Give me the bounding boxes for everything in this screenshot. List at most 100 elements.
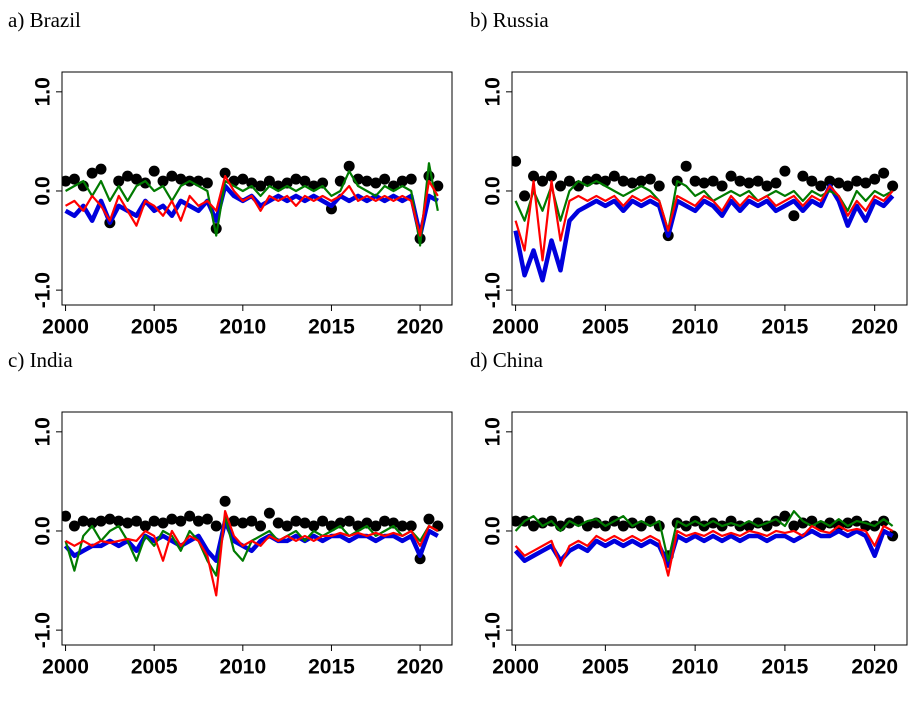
data-point [201, 513, 213, 525]
data-point [851, 175, 863, 187]
data-point [370, 177, 382, 189]
x-tick-label: 2010 [672, 656, 719, 679]
data-point [842, 180, 854, 192]
data-point [432, 180, 444, 192]
data-point [423, 513, 435, 525]
data-point [113, 175, 125, 187]
data-point [317, 177, 329, 189]
data-point [752, 175, 764, 187]
data-point [166, 170, 178, 182]
data-point [698, 177, 710, 189]
data-point [308, 520, 320, 532]
data-point [512, 155, 522, 167]
series-line [65, 162, 439, 247]
x-tick-label: 2020 [851, 316, 898, 339]
y-tick-label: -1.0 [32, 272, 55, 308]
y-tick-label: 1.0 [482, 77, 505, 106]
x-tick-label: 2015 [308, 316, 355, 339]
data-point [95, 515, 107, 527]
data-point [626, 517, 638, 529]
data-point [860, 177, 872, 189]
data-point [779, 510, 791, 522]
data-point [878, 515, 890, 527]
y-tick-label: 1.0 [32, 417, 55, 446]
data-point [130, 173, 142, 185]
data-point [512, 515, 522, 527]
data-point [743, 177, 755, 189]
x-tick-label: 2005 [582, 316, 629, 339]
data-point [824, 175, 836, 187]
data-point [157, 517, 169, 529]
data-point [546, 170, 557, 182]
y-tick-label: -1.0 [32, 612, 55, 648]
data-point [299, 175, 311, 187]
data-point [405, 173, 417, 185]
data-point [148, 165, 160, 177]
data-point [379, 173, 391, 185]
data-point [246, 177, 258, 189]
data-point [779, 165, 791, 177]
data-point [219, 167, 231, 179]
data-point [788, 520, 800, 532]
data-point [608, 170, 620, 182]
x-tick-label: 2020 [397, 316, 444, 339]
x-tick-label: 2005 [131, 316, 178, 339]
data-point [334, 517, 346, 529]
data-point [122, 517, 134, 529]
data-point [166, 513, 178, 525]
data-point [537, 517, 549, 529]
data-point [361, 517, 373, 529]
x-tick-label: 2010 [219, 316, 266, 339]
x-tick-label: 2000 [492, 316, 539, 339]
data-point [237, 173, 249, 185]
data-point [68, 173, 80, 185]
data-point [299, 517, 311, 529]
data-point [246, 515, 258, 527]
y-tick-label: 0.0 [482, 176, 505, 205]
data-point [528, 170, 540, 182]
x-tick-label: 2010 [219, 656, 266, 679]
x-tick-label: 2000 [42, 656, 89, 679]
data-point [255, 520, 267, 532]
x-tick-label: 2000 [492, 656, 539, 679]
data-point [228, 515, 240, 527]
series-line [65, 175, 439, 237]
data-point [175, 173, 187, 185]
plot-frame [61, 71, 453, 306]
data-point [842, 517, 854, 529]
y-tick-label: 0.0 [32, 516, 55, 545]
data-point [184, 510, 196, 522]
plot-area [62, 495, 444, 597]
data-point [86, 517, 98, 529]
data-point [626, 177, 638, 189]
data-point [130, 515, 142, 527]
series-line [65, 510, 439, 597]
series-line [513, 528, 894, 568]
data-point [725, 170, 737, 182]
data-point [255, 180, 267, 192]
data-point [281, 177, 293, 189]
data-point [77, 515, 89, 527]
data-point [379, 515, 391, 527]
data-point [272, 517, 284, 529]
data-point [86, 167, 98, 179]
plot-frame [511, 411, 908, 646]
data-point [139, 177, 151, 189]
data-point [396, 520, 408, 532]
data-point [263, 175, 275, 187]
data-point [210, 520, 222, 532]
data-point [201, 177, 213, 189]
data-point [519, 190, 531, 202]
series-line [64, 183, 439, 238]
x-tick-label: 2020 [397, 656, 444, 679]
y-tick-label: -1.0 [482, 272, 505, 308]
x-tick-label: 2015 [762, 316, 809, 339]
data-point [290, 173, 302, 185]
x-tick-label: 2015 [762, 656, 809, 679]
data-point [62, 175, 72, 187]
data-point [175, 515, 187, 527]
data-point [537, 175, 549, 187]
data-point [716, 180, 728, 192]
data-point [62, 510, 72, 522]
